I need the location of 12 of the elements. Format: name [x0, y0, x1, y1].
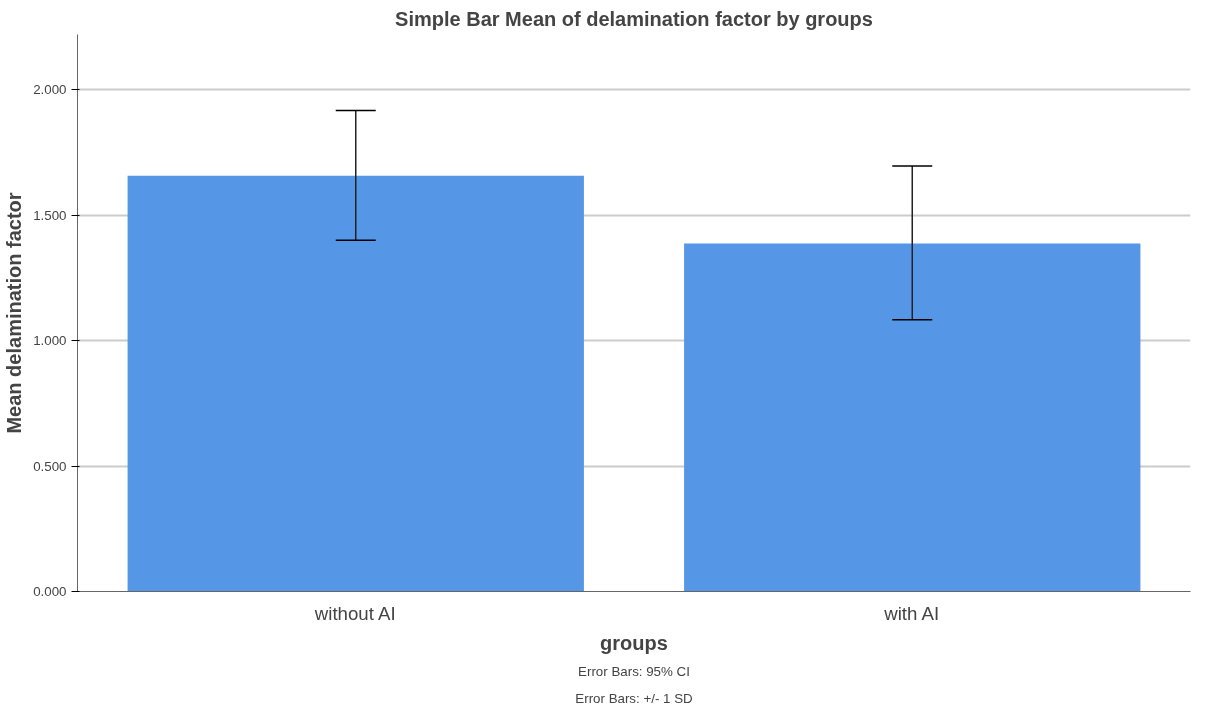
x-tick-label: without AI: [313, 602, 396, 624]
text: Error Bars: 95% CI: [578, 663, 690, 679]
text: Error Bars: +/- 1 SD: [575, 690, 693, 706]
y-tick-label: 2.000: [33, 82, 67, 98]
y-tick-label: 1.000: [33, 333, 67, 349]
x-axis-title: groups: [600, 631, 668, 654]
chart-title: Simple Bar Mean of delamination factor by groups: [395, 7, 873, 30]
y-tick-label: 0.000: [33, 584, 67, 599]
y-axis-title: Mean delamination factor: [3, 192, 26, 434]
x-tick-label: with AI: [883, 602, 940, 624]
y-tick-label: 0.500: [33, 458, 67, 474]
y-tick-label: 1.500: [33, 207, 67, 223]
